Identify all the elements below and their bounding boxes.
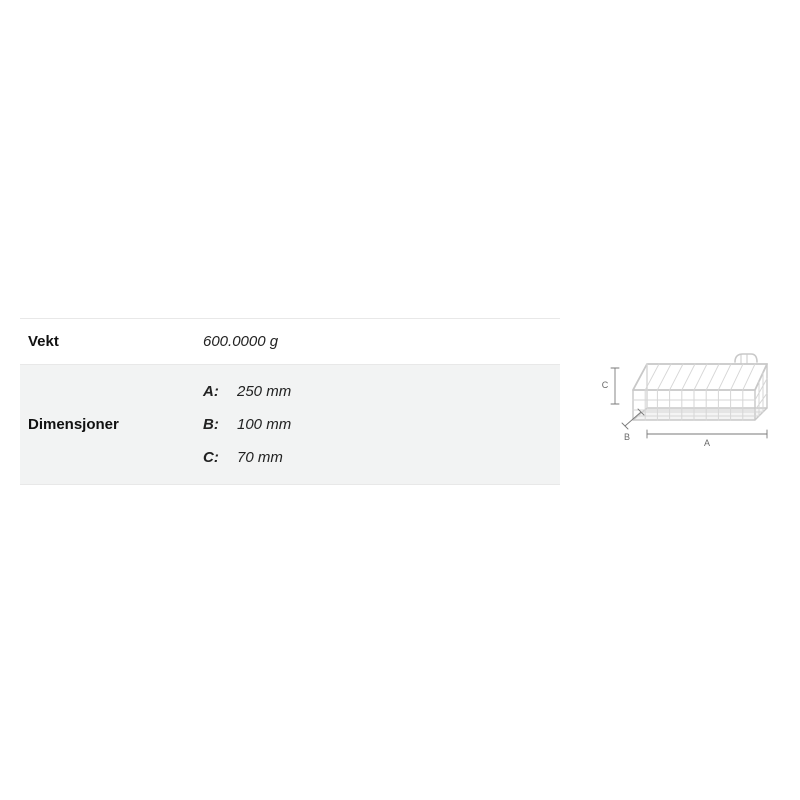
dim-a: A: 250 mm (203, 375, 552, 408)
spec-panel: Vekt 600.0000 g Dimensjoner A: 250 mm B:… (20, 318, 780, 485)
row-dimensions: Dimensjoner A: 250 mm B: 100 mm C: 70 mm (20, 364, 560, 485)
dim-c-key: C: (203, 449, 231, 466)
dimensions-values: A: 250 mm B: 100 mm C: 70 mm (195, 365, 560, 484)
svg-text:A: A (704, 438, 710, 448)
basket-diagram-icon: A B C (585, 342, 775, 462)
weight-label: Vekt (20, 319, 195, 364)
dim-c: C: 70 mm (203, 441, 552, 474)
dim-a-value: 250 mm (231, 383, 291, 400)
spec-table: Vekt 600.0000 g Dimensjoner A: 250 mm B:… (20, 318, 560, 485)
dimension-diagram: A B C (560, 318, 780, 485)
dim-c-value: 70 mm (231, 449, 283, 466)
row-weight: Vekt 600.0000 g (20, 318, 560, 364)
dim-b-value: 100 mm (231, 416, 291, 433)
dim-b: B: 100 mm (203, 408, 552, 441)
svg-text:B: B (624, 432, 630, 442)
dimensions-label: Dimensjoner (20, 402, 195, 447)
dim-b-key: B: (203, 416, 231, 433)
svg-text:C: C (602, 380, 609, 390)
dim-a-key: A: (203, 383, 231, 400)
weight-value: 600.0000 g (195, 319, 560, 364)
